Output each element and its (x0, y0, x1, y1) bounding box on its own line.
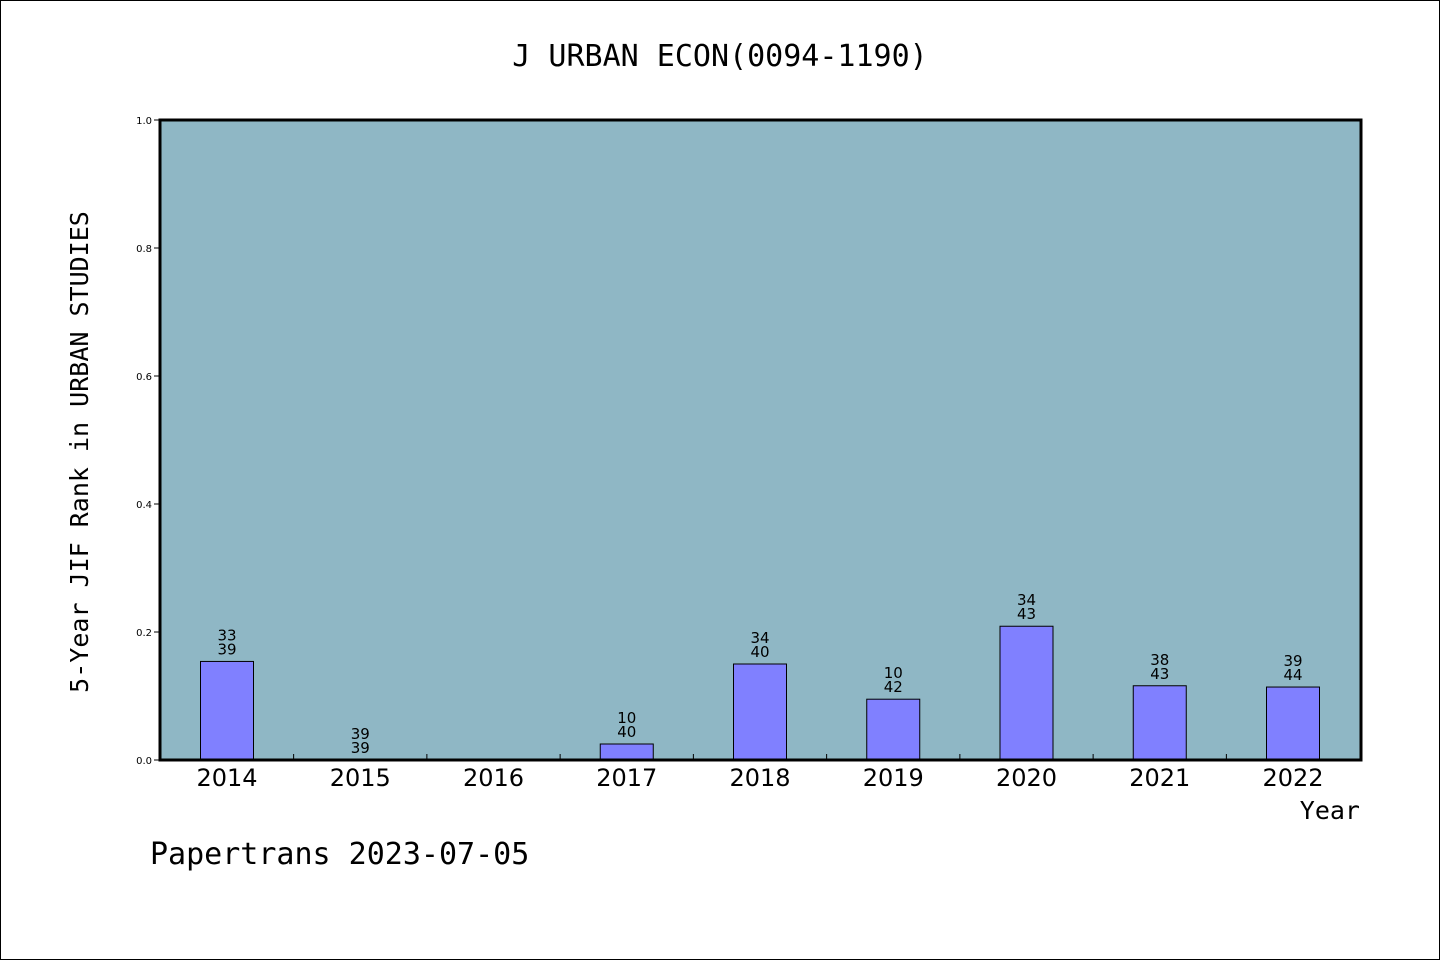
bar-total-label: 44 (1283, 666, 1302, 684)
y-tick-label: 0.4 (136, 500, 152, 511)
bar-total-label: 42 (884, 678, 903, 696)
x-axis-label: Year (1300, 796, 1360, 825)
y-axis-label: 5-Year JIF Rank in URBAN STUDIES (65, 211, 94, 693)
bar-rank-label: 39 (351, 725, 370, 743)
plot-area (160, 120, 1361, 760)
bar-2017 (599, 743, 654, 761)
bar-2019 (866, 698, 921, 761)
footer-text: Papertrans 2023-07-05 (150, 837, 529, 872)
chart-title: J URBAN ECON(0094-1190) (512, 39, 927, 74)
x-tick-label: 2022 (1262, 764, 1323, 792)
bar-rank-label: 34 (750, 629, 769, 647)
bar-rank-label: 39 (1283, 652, 1302, 670)
x-tick-label: 2019 (863, 764, 924, 792)
bar-2018 (733, 663, 787, 761)
x-tick-label: 2015 (330, 764, 391, 792)
bar-total-label: 39 (351, 739, 370, 757)
y-tick-label: 0.8 (136, 244, 152, 255)
bar-2022 (1266, 686, 1320, 761)
y-tick-label: 0.6 (136, 372, 152, 383)
x-tick-label: 2021 (1129, 764, 1190, 792)
plot-border (158, 118, 1363, 762)
bar-2014 (200, 660, 254, 761)
bar-total-label: 43 (1017, 605, 1036, 623)
bar-total-label: 40 (617, 723, 636, 741)
x-tick-label: 2018 (729, 764, 790, 792)
x-tick-label: 2014 (196, 764, 257, 792)
bar-rank-label: 33 (217, 626, 236, 644)
bar-2021 (1132, 685, 1187, 761)
y-tick-label: 0.2 (136, 628, 152, 639)
bar-rank-label: 34 (1017, 591, 1036, 609)
y-tick-label: 1.0 (136, 116, 152, 127)
bar-total-label: 40 (750, 643, 769, 661)
bar-rank-label: 38 (1150, 651, 1169, 669)
bar-2020 (999, 625, 1054, 761)
x-tick-label: 2020 (996, 764, 1057, 792)
bar-total-label: 43 (1150, 665, 1169, 683)
y-tick-label: 0.0 (136, 756, 152, 767)
x-tick-label: 2016 (463, 764, 524, 792)
x-tick-label: 2017 (596, 764, 657, 792)
bar-total-label: 39 (217, 640, 236, 658)
bar-rank-label: 10 (884, 664, 903, 682)
bar-rank-label: 10 (617, 709, 636, 727)
